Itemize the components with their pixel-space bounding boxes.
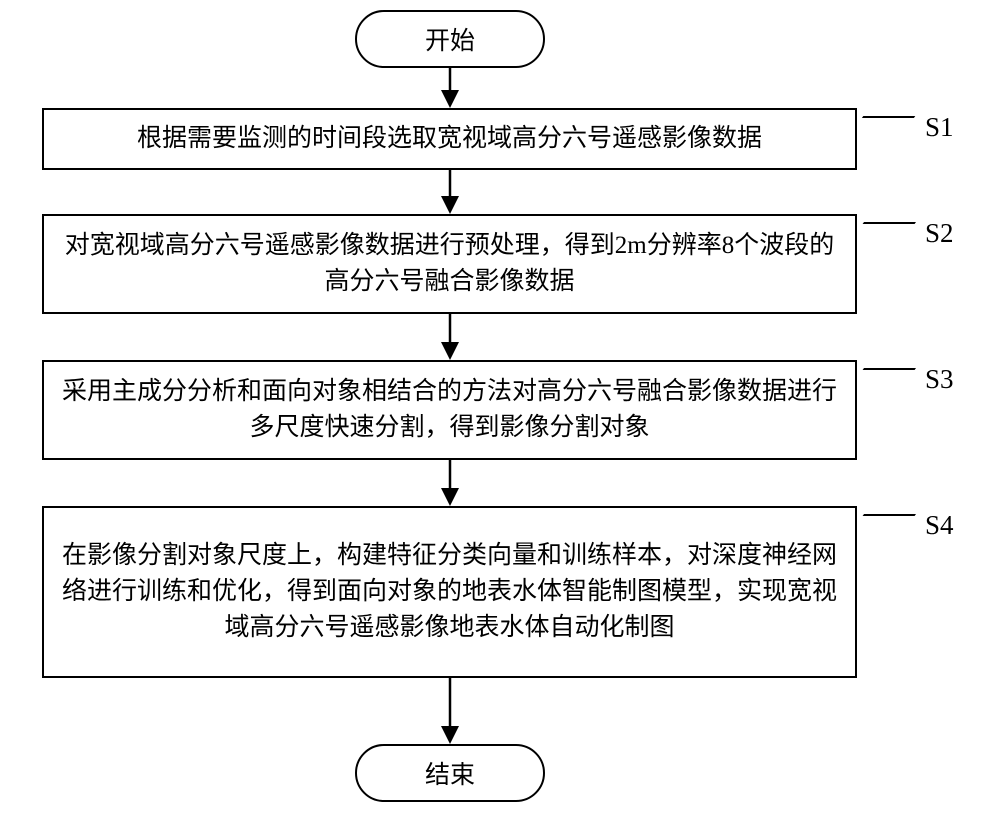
step-S3-text: 采用主成分分析和面向对象相结合的方法对高分六号融合影像数据进行多尺度快速分割，得… (62, 374, 837, 447)
step-S1-label: S1 (925, 112, 954, 143)
arrow-head-2 (441, 342, 459, 360)
step-S2-label: S2 (925, 218, 954, 249)
step-S1: 根据需要监测的时间段选取宽视域高分六号遥感影像数据 (42, 108, 857, 170)
step-S2-text: 对宽视域高分六号遥感影像数据进行预处理，得到2m分辨率8个波段的高分六号融合影像… (62, 228, 837, 301)
step-S3-connector (850, 368, 916, 388)
step-S3: 采用主成分分析和面向对象相结合的方法对高分六号融合影像数据进行多尺度快速分割，得… (42, 360, 857, 460)
step-S3-label: S3 (925, 364, 954, 395)
step-S4-label: S4 (925, 510, 954, 541)
step-S2: 对宽视域高分六号遥感影像数据进行预处理，得到2m分辨率8个波段的高分六号融合影像… (42, 214, 857, 314)
step-S1-connector (851, 116, 916, 134)
arrow-head-3 (441, 488, 459, 506)
step-S2-connector (850, 222, 916, 242)
arrow-head-0 (441, 90, 459, 108)
step-S1-text: 根据需要监测的时间段选取宽视域高分六号遥感影像数据 (137, 121, 762, 157)
start-terminator: 开始 (355, 10, 545, 68)
arrow-head-4 (441, 726, 459, 744)
step-S4-connector (850, 514, 916, 534)
step-S4-text: 在影像分割对象尺度上，构建特征分类向量和训练样本，对深度神经网络进行训练和优化，… (62, 538, 837, 647)
start-label: 开始 (425, 21, 475, 57)
end-label: 结束 (425, 755, 475, 791)
end-terminator: 结束 (355, 744, 545, 802)
step-S4: 在影像分割对象尺度上，构建特征分类向量和训练样本，对深度神经网络进行训练和优化，… (42, 506, 857, 678)
arrow-head-1 (441, 196, 459, 214)
